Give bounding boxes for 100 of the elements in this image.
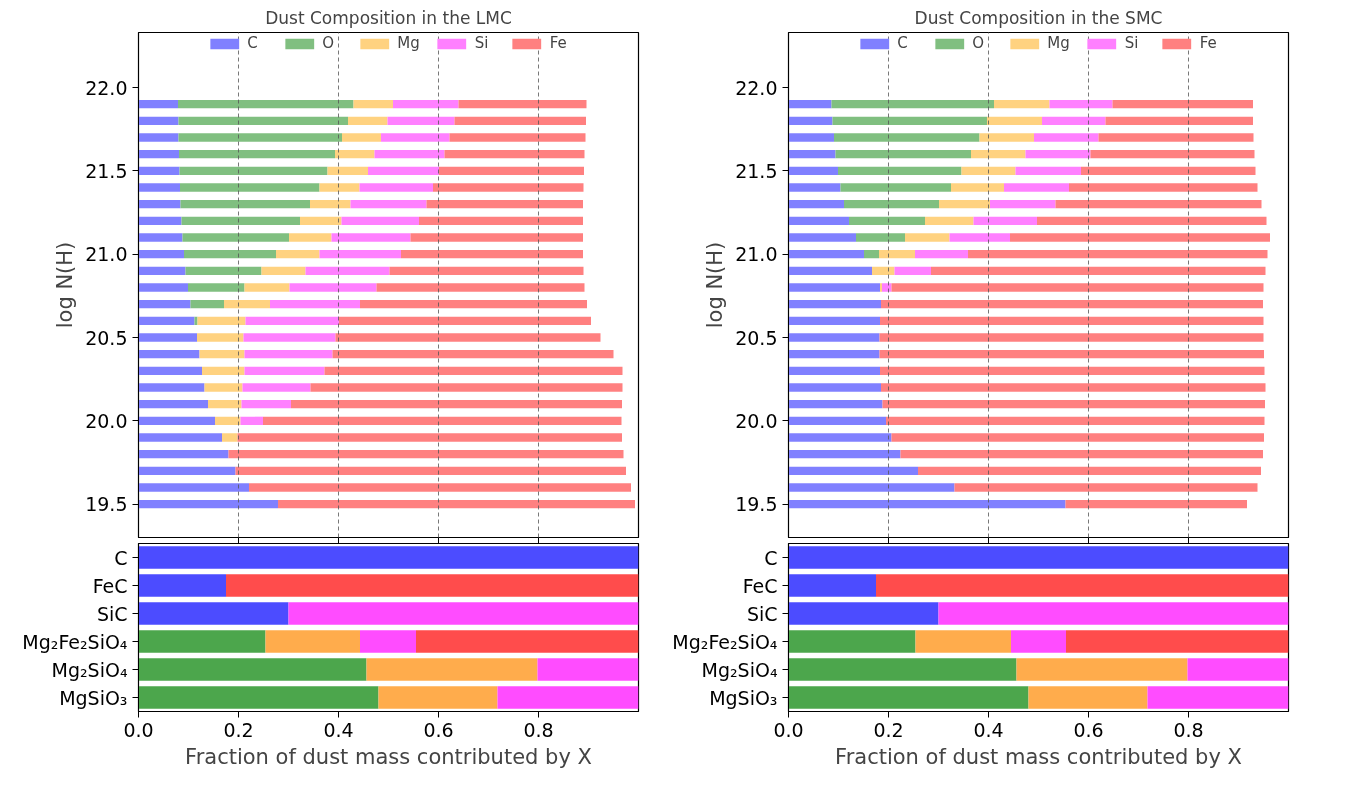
bar [951,183,1004,192]
bar [235,466,626,475]
bar [433,183,584,192]
bar [138,283,188,292]
y-tick-label: FeC [742,574,778,597]
bar [208,400,242,409]
bar [915,630,1011,653]
bar [327,166,368,175]
bar [1037,216,1267,225]
bar [138,574,226,597]
bar [339,316,591,325]
bar [249,483,631,492]
bar [265,630,360,653]
bar [788,658,1017,681]
bar [138,116,179,125]
bar [360,300,587,309]
bar [537,658,639,681]
bar [1090,150,1255,159]
bar [138,133,179,142]
bar [788,283,880,292]
bar [138,546,639,569]
bar [1025,150,1091,159]
y-tick-label: 21.0 [735,243,778,266]
bar [278,500,635,509]
bar [458,100,587,109]
x-tick-label: 0.8 [1173,718,1204,741]
x-tick-label: 0.4 [973,718,1004,741]
bar [788,416,886,425]
bar [891,283,1264,292]
bar [138,433,222,442]
bar [788,116,833,125]
bar [138,183,180,192]
bar [973,216,1037,225]
x-tick-label: 0.0 [773,718,804,741]
bar [788,602,939,625]
bar [1011,630,1066,653]
bar [788,450,901,459]
bar [300,216,342,225]
y-tick-label: MgSiO₃ [709,686,778,709]
bar [439,166,584,175]
bar [138,500,278,509]
y-tick-label: 19.5 [735,493,778,516]
bar [915,250,968,259]
bar [879,250,915,259]
bar [949,233,1010,242]
bar [138,166,180,175]
x-axis-title: Fraction of dust mass contributed by X [835,744,1242,769]
bar [444,150,585,159]
bar [788,100,832,109]
legend-label: O [972,34,986,52]
bar [138,266,186,275]
bar [954,483,1258,492]
bar [378,686,498,709]
bar [931,266,1266,275]
bar [204,383,243,392]
bar [179,150,335,159]
bar [1034,133,1099,142]
bar [270,300,360,309]
bar [882,400,1265,409]
bar [1081,166,1256,175]
y-tick-label: 19.5 [85,493,128,516]
bar [864,250,879,259]
bar [228,450,624,459]
bar [138,216,182,225]
bar [197,316,246,325]
x-tick-label: 0.2 [223,718,254,741]
bar [1069,183,1258,192]
bar [138,366,202,375]
bar [971,150,1026,159]
chart-title: Dust Composition in the LMC [265,7,512,28]
bar [242,383,311,392]
bar [788,383,881,392]
y-tick-label: 21.0 [85,243,128,266]
bar [244,350,333,359]
bar [332,350,614,359]
bar [426,200,583,209]
bar [243,333,336,342]
bar [788,630,916,653]
bar [1004,183,1069,192]
bar [199,350,245,359]
y-tick-label: FeC [92,574,128,597]
bar [900,450,1263,459]
bar [1065,500,1247,509]
bar [138,200,181,209]
bar [305,266,390,275]
y-tick-label: 20.0 [735,409,778,432]
bar [788,266,872,275]
bar [138,416,215,425]
bar [835,150,971,159]
bar [872,266,895,275]
bar [882,283,892,292]
bar [880,316,1264,325]
y-axis-title: log N(H) [703,241,728,329]
bar [879,350,1264,359]
bar [788,574,876,597]
x-tick-label: 0.4 [323,718,354,741]
bar [335,333,601,342]
bar [138,483,249,492]
y-tick-label: 20.5 [85,326,128,349]
bar [788,300,881,309]
